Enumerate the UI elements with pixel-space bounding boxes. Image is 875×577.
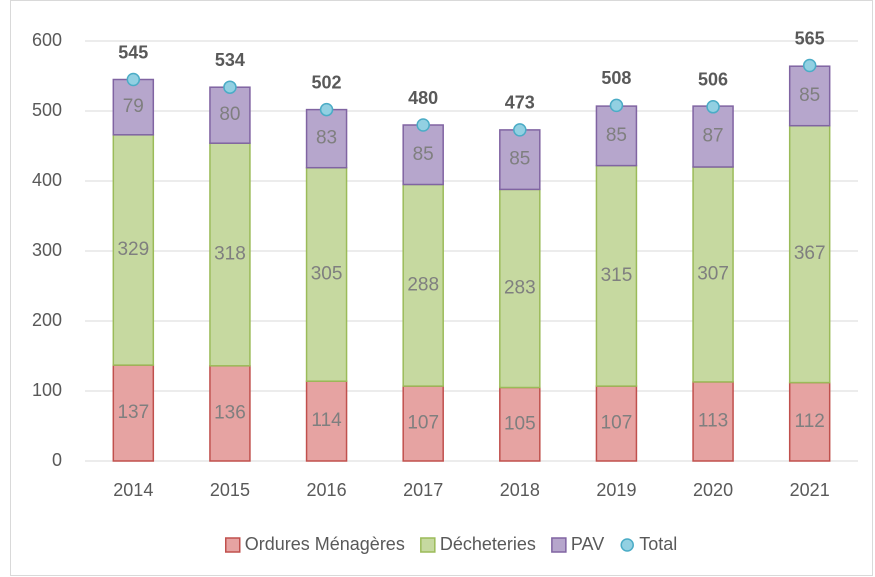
legend-swatch (620, 538, 634, 552)
total-marker (706, 100, 720, 114)
x-tick-label: 2014 (113, 480, 153, 500)
total-label: 506 (698, 70, 728, 90)
y-tick-label: 300 (32, 240, 62, 260)
segment-label: 85 (509, 149, 530, 170)
total-label: 502 (312, 72, 342, 92)
total-marker (223, 80, 237, 94)
segment-label: 114 (311, 410, 342, 431)
bar-segment (402, 385, 444, 462)
bar-segment (595, 385, 638, 462)
bar-segment (305, 380, 348, 462)
total-marker (319, 102, 334, 117)
segment-label: 137 (117, 402, 149, 423)
total-label: 508 (601, 68, 631, 88)
segment-label: 105 (504, 413, 536, 434)
legend-swatch (420, 537, 436, 553)
bar-segment (305, 166, 348, 382)
x-tick-label: 2021 (790, 480, 830, 500)
x-tick-label: 2018 (500, 480, 540, 500)
bar-segment (209, 365, 251, 462)
y-tick-label: 600 (32, 30, 62, 50)
segment-label: 79 (123, 96, 144, 117)
x-tick-label: 2016 (307, 480, 347, 500)
segment-label: 367 (794, 243, 826, 264)
total-label: 545 (118, 42, 148, 62)
bar-segment (788, 381, 831, 462)
legend-label: Ordures Ménagères (245, 534, 405, 554)
x-tick-label: 2015 (210, 480, 250, 500)
segment-label: 85 (413, 144, 434, 165)
total-marker (802, 58, 817, 73)
legend: Ordures Ménagères Décheteries PAV Total (224, 534, 677, 554)
legend-label: PAV (571, 534, 604, 554)
bar-segment (788, 124, 831, 384)
total-marker (126, 72, 141, 87)
segment-label: 318 (214, 244, 246, 265)
x-tick-label: 2020 (693, 480, 733, 500)
total-label: 565 (795, 28, 825, 48)
segment-label: 305 (311, 263, 343, 284)
legend-swatch (224, 537, 241, 553)
total-marker (416, 118, 430, 132)
legend-label: Total (639, 534, 677, 554)
total-label: 534 (215, 50, 245, 70)
x-tick-label: 2017 (403, 480, 443, 500)
segment-label: 107 (601, 413, 633, 434)
y-tick-label: 100 (32, 380, 62, 400)
segment-label: 85 (799, 85, 820, 106)
y-tick-label: 200 (32, 310, 62, 330)
total-marker (513, 123, 527, 137)
segment-label: 112 (795, 411, 825, 432)
segment-label: 283 (504, 277, 536, 298)
y-tick-label: 0 (52, 450, 62, 470)
segment-label: 329 (117, 239, 149, 260)
segment-label: 80 (219, 104, 240, 125)
bar-segment (305, 108, 348, 169)
total-marker (609, 98, 624, 113)
segment-label: 307 (697, 263, 729, 284)
segment-label: 113 (698, 410, 728, 431)
legend-label: Décheteries (440, 534, 536, 554)
bar-segment (112, 364, 155, 462)
y-tick-label: 400 (32, 170, 62, 190)
total-label: 480 (408, 88, 438, 108)
segment-label: 315 (601, 265, 633, 286)
bar-segment (402, 124, 444, 186)
x-tick-label: 2019 (596, 480, 636, 500)
bar-segment (402, 183, 444, 387)
bar-segment (112, 134, 155, 366)
segment-label: 87 (702, 126, 723, 147)
segment-label: 288 (407, 274, 439, 295)
segment-label: 83 (316, 128, 337, 149)
segment-label: 136 (214, 402, 246, 423)
bar-segment (692, 166, 734, 383)
segment-label: 85 (606, 125, 627, 146)
bar-segment (595, 164, 638, 387)
segment-label: 107 (407, 413, 439, 434)
legend-swatch (551, 537, 567, 553)
bar-segment (692, 381, 734, 462)
total-label: 473 (505, 93, 535, 113)
y-tick-label: 500 (32, 100, 62, 120)
